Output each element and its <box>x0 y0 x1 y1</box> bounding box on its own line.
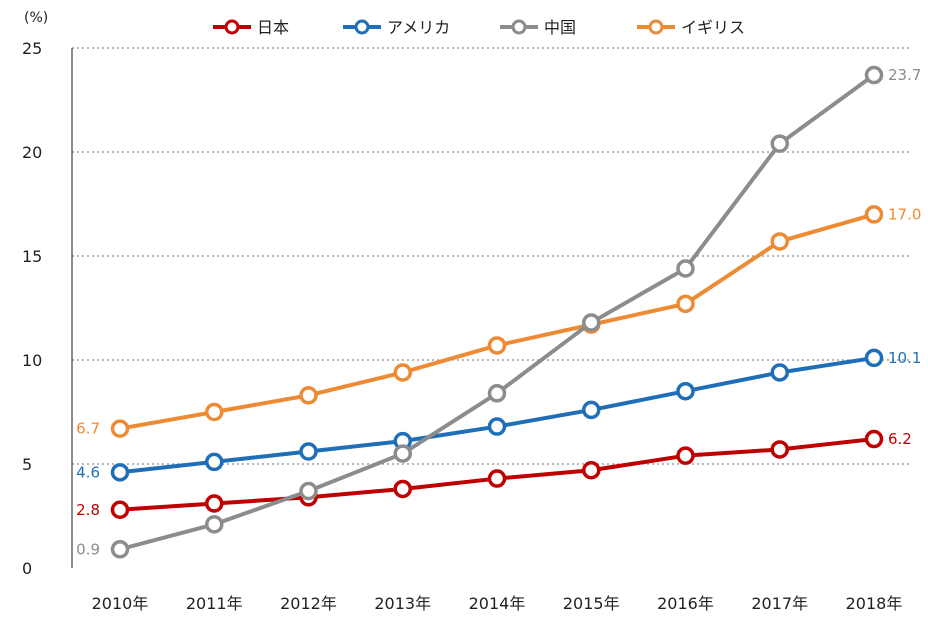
end-value-label: 17.0 <box>888 205 921 223</box>
data-point <box>205 494 224 513</box>
legend-marker <box>511 19 527 35</box>
data-point <box>110 500 130 520</box>
data-labels: 2.8 6.2 4.6 10.1 0.9 23.7 6.7 17.0 <box>76 66 921 558</box>
data-point <box>770 134 789 153</box>
data-point <box>770 440 789 459</box>
data-point <box>676 381 695 401</box>
legend-label: イギリス <box>681 18 745 37</box>
y-tick-label: 20 <box>22 143 42 162</box>
x-axis-ticks: 2010年 2011年 2012年 2013年 2014年 2015年 2016年 2017年… <box>92 594 903 613</box>
data-point <box>110 463 130 482</box>
data-point <box>676 446 695 465</box>
y-tick-label: 0 <box>22 559 32 578</box>
legend-label: アメリカ <box>387 18 450 37</box>
end-value-label: 6.2 <box>888 430 912 448</box>
data-point <box>205 452 224 472</box>
data-point <box>393 363 412 382</box>
x-tick-label: 2011年 <box>186 594 243 613</box>
x-tick-label: 2010年 <box>92 594 149 613</box>
data-point <box>487 417 507 436</box>
legend: 日本 アメリカ 中国 イギリス <box>213 18 745 37</box>
data-point <box>770 232 789 251</box>
data-point <box>676 294 695 314</box>
end-value-label: 10.1 <box>888 349 921 367</box>
data-point <box>393 479 412 499</box>
start-value-label: 4.6 <box>76 463 100 481</box>
gridlines <box>71 47 910 568</box>
data-point <box>487 469 507 488</box>
start-value-label: 0.9 <box>76 540 100 558</box>
y-unit-label: (%) <box>24 10 48 26</box>
data-point <box>864 348 884 368</box>
data-point <box>299 386 318 405</box>
data-point <box>770 363 789 382</box>
x-tick-label: 2017年 <box>751 594 808 613</box>
y-axis-ticks: 0 5 10 15 20 25 <box>22 39 42 578</box>
y-tick-label: 25 <box>22 39 42 58</box>
x-tick-label: 2012年 <box>280 594 337 613</box>
data-point <box>582 400 601 420</box>
data-point <box>582 313 601 332</box>
data-point <box>676 259 695 278</box>
data-point <box>299 442 318 461</box>
data-point <box>110 419 130 438</box>
data-point <box>393 444 412 463</box>
start-value-label: 6.7 <box>76 420 100 438</box>
legend-marker <box>648 19 664 35</box>
data-point <box>864 429 884 449</box>
data-point <box>110 540 130 559</box>
end-value-label: 23.7 <box>888 66 921 84</box>
x-tick-label: 2016年 <box>657 594 714 613</box>
x-tick-label: 2014年 <box>469 594 526 613</box>
data-point <box>299 481 318 501</box>
series-line <box>118 355 876 475</box>
data-point <box>864 65 884 85</box>
data-point <box>582 460 601 480</box>
data-point <box>487 384 507 403</box>
data-point <box>864 205 884 224</box>
legend-label: 中国 <box>544 18 576 37</box>
legend-marker <box>354 19 370 35</box>
legend-label: 日本 <box>257 18 289 37</box>
data-point <box>487 336 507 355</box>
series-lines <box>110 65 884 559</box>
data-point <box>205 515 224 534</box>
y-tick-label: 5 <box>22 455 32 474</box>
y-tick-label: 15 <box>22 247 42 266</box>
data-point <box>205 402 224 422</box>
x-tick-label: 2015年 <box>563 594 620 613</box>
x-tick-label: 2018年 <box>846 594 903 613</box>
legend-marker <box>224 19 240 35</box>
start-value-label: 2.8 <box>76 501 100 519</box>
x-tick-label: 2013年 <box>374 594 431 613</box>
y-tick-label: 10 <box>22 351 42 370</box>
